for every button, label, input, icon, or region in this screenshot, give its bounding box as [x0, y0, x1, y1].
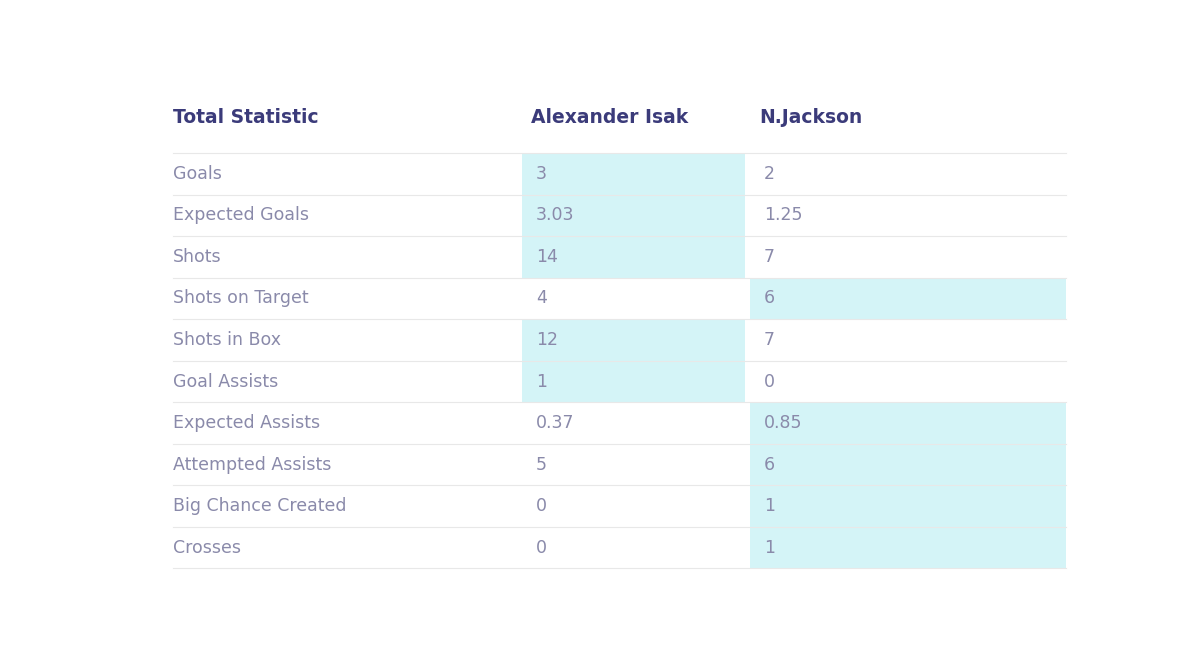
Text: 3.03: 3.03	[536, 207, 575, 224]
FancyBboxPatch shape	[522, 319, 745, 402]
Text: 14: 14	[536, 248, 558, 266]
Text: 7: 7	[764, 331, 775, 349]
FancyBboxPatch shape	[750, 402, 1066, 569]
Text: 4: 4	[536, 289, 547, 307]
Text: N.Jackson: N.Jackson	[760, 108, 863, 127]
Text: 0.85: 0.85	[764, 414, 803, 432]
Text: 0.37: 0.37	[536, 414, 575, 432]
Text: 1: 1	[764, 539, 775, 556]
Text: 1: 1	[536, 372, 547, 391]
Text: Attempted Assists: Attempted Assists	[173, 456, 331, 474]
Text: Alexander Isak: Alexander Isak	[532, 108, 689, 127]
FancyBboxPatch shape	[522, 153, 745, 278]
Text: 7: 7	[764, 248, 775, 266]
Text: 6: 6	[764, 289, 775, 307]
Text: Goals: Goals	[173, 165, 222, 183]
Text: 5: 5	[536, 456, 547, 474]
Text: Shots: Shots	[173, 248, 222, 266]
Text: 6: 6	[764, 456, 775, 474]
Text: 3: 3	[536, 165, 547, 183]
Text: Crosses: Crosses	[173, 539, 241, 556]
FancyBboxPatch shape	[750, 278, 1066, 319]
Text: 0: 0	[536, 539, 547, 556]
Text: Expected Assists: Expected Assists	[173, 414, 320, 432]
Text: Big Chance Created: Big Chance Created	[173, 497, 347, 515]
Text: 2: 2	[764, 165, 775, 183]
Text: Expected Goals: Expected Goals	[173, 207, 310, 224]
Text: Total Statistic: Total Statistic	[173, 108, 319, 127]
Text: 12: 12	[536, 331, 558, 349]
Text: Goal Assists: Goal Assists	[173, 372, 278, 391]
Text: 1.25: 1.25	[764, 207, 803, 224]
Text: Shots in Box: Shots in Box	[173, 331, 281, 349]
Text: 0: 0	[764, 372, 775, 391]
Text: Shots on Target: Shots on Target	[173, 289, 308, 307]
Text: 1: 1	[764, 497, 775, 515]
Text: 0: 0	[536, 497, 547, 515]
